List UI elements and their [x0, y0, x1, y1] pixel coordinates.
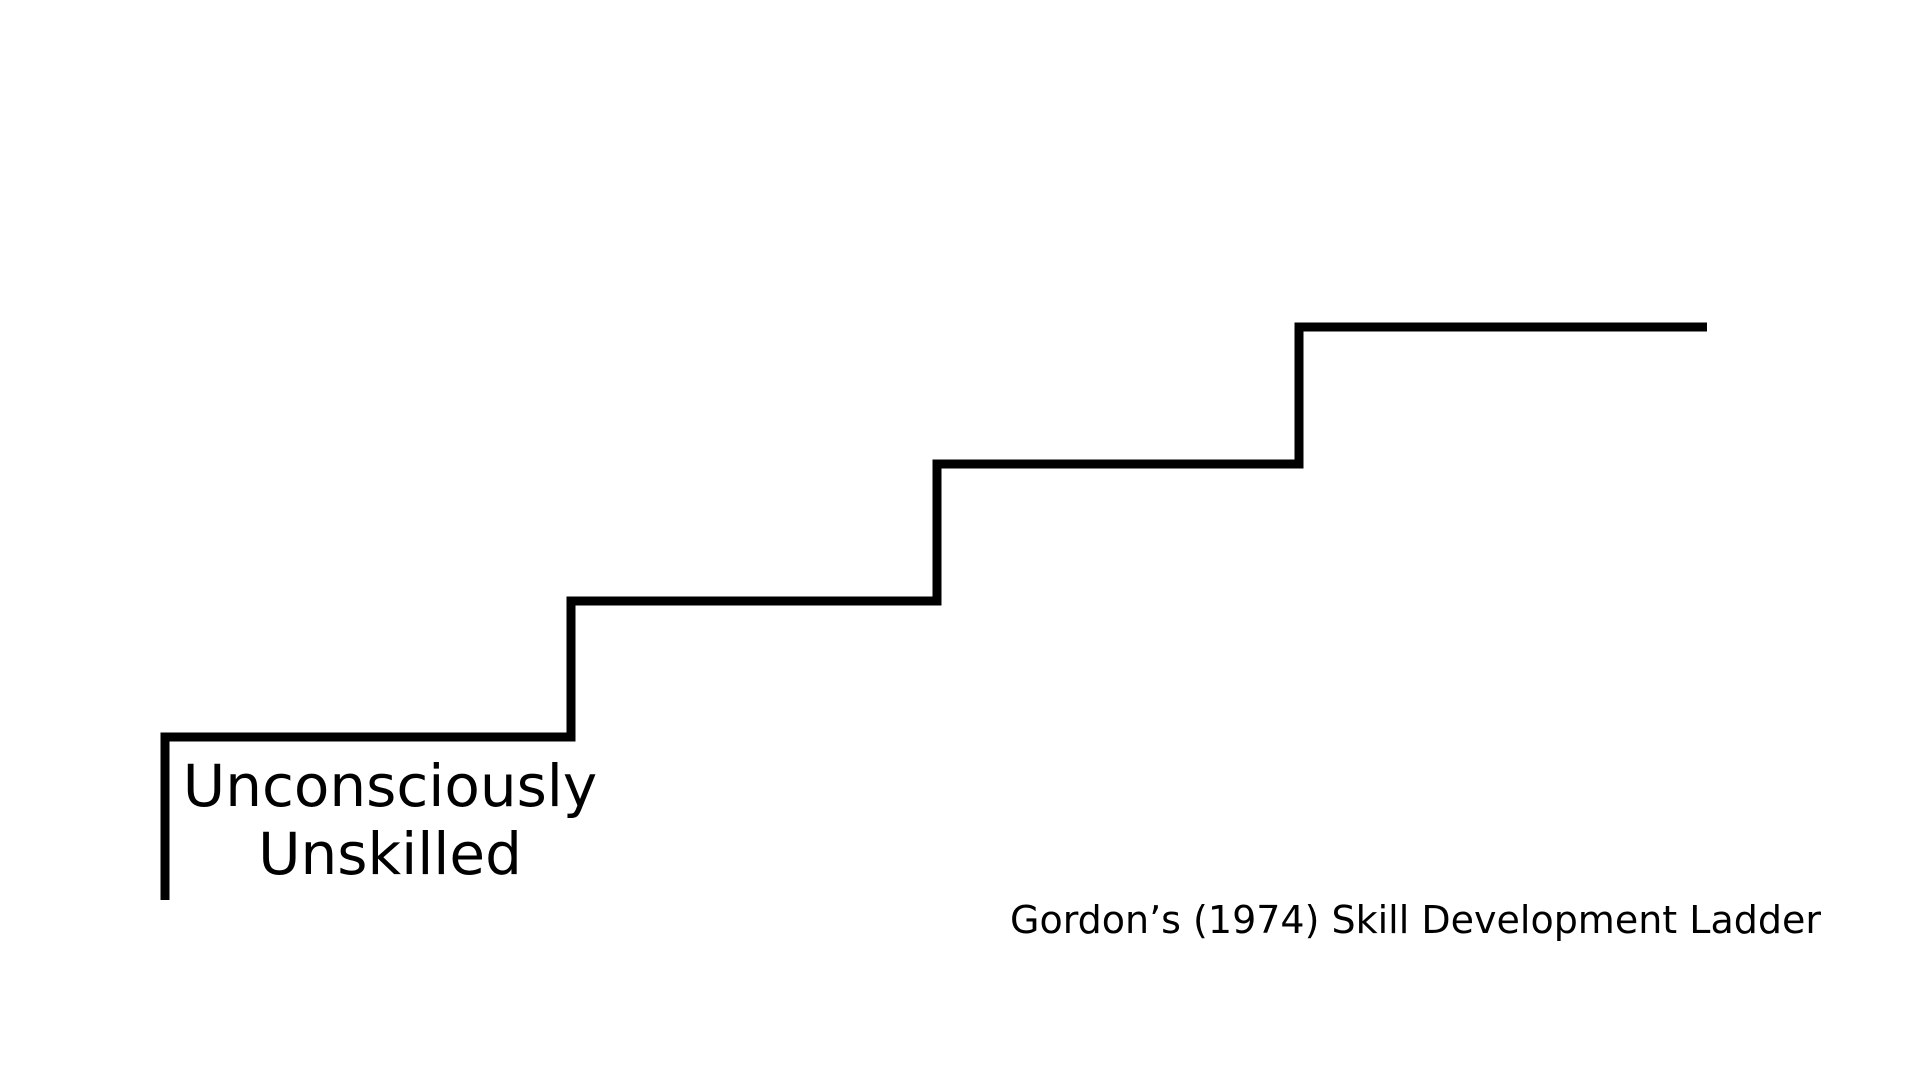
- ladder-staircase-line: [160, 322, 1707, 900]
- diagram-caption: Gordon’s (1974) Skill Development Ladder: [1010, 898, 1821, 942]
- step-1-label-line-1: Unconsciously: [182, 752, 598, 820]
- step-1-label: Unconsciously Unskilled: [180, 752, 600, 888]
- step-1-label-line-2: Unskilled: [258, 820, 522, 888]
